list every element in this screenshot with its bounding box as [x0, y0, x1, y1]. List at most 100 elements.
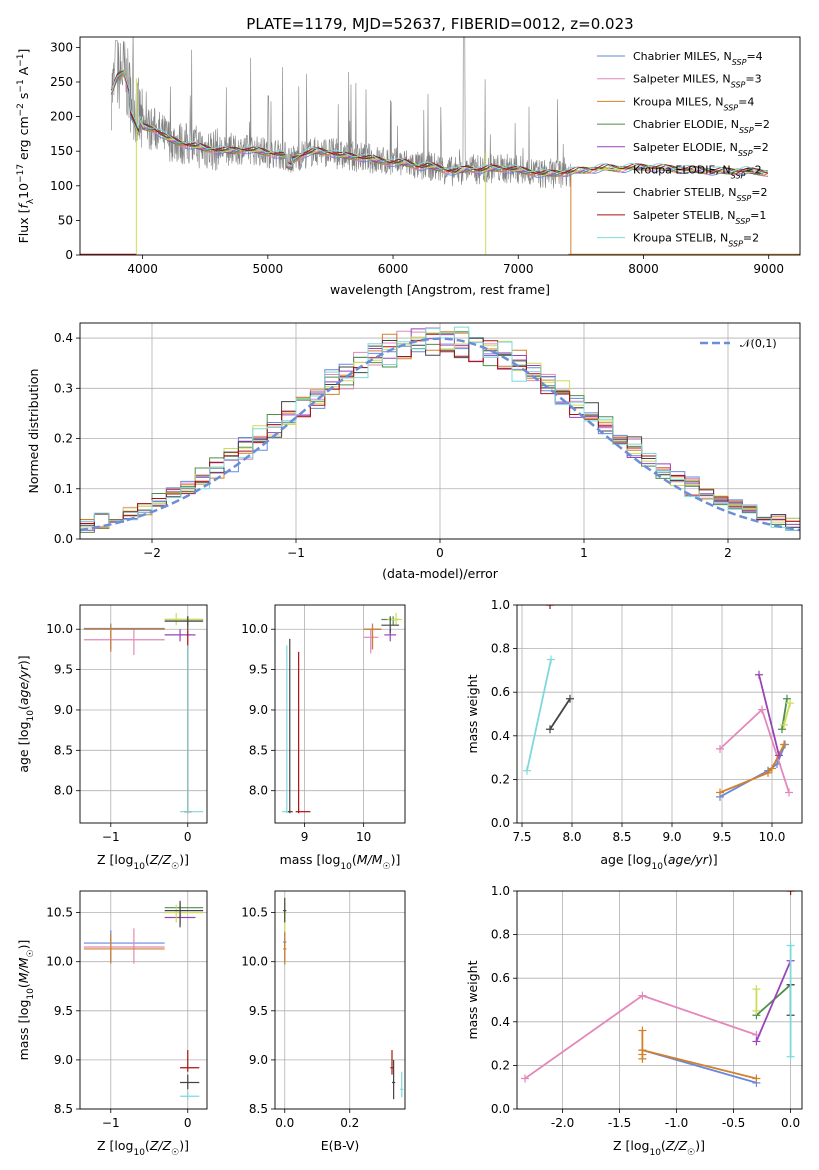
axes-frame: [79, 890, 208, 1110]
x-axis-label: age [log10(age/yr)]: [600, 852, 717, 872]
data-point: [283, 932, 287, 965]
x-axis-label: mass [log10(M/M☉)]: [280, 852, 401, 872]
data-point: [164, 904, 204, 923]
axes-frame: [79, 36, 801, 256]
x-tick-label: −1: [287, 546, 305, 560]
x-tick-label: 8000: [628, 262, 659, 276]
axes-frame: [516, 604, 803, 824]
weight-marker: [523, 766, 531, 775]
axes-frame: [79, 604, 208, 824]
y-tick-label: 8.5: [54, 743, 73, 757]
x-tick-label: 7.5: [512, 830, 531, 844]
weight-marker: [786, 891, 795, 895]
weight-marker: [716, 744, 724, 753]
y-tick-label: 0.2: [491, 1058, 510, 1072]
y-tick-label: 0.1: [54, 482, 73, 496]
data-point: [381, 616, 400, 634]
weight-line: [526, 659, 552, 771]
x-tick-label: 6000: [378, 262, 409, 276]
plot-area: [520, 891, 795, 1087]
weight-marker: [638, 991, 647, 1000]
model-spectrum: [110, 71, 768, 174]
y-tick-label: 0.4: [491, 1015, 510, 1029]
x-tick-label: 0.0: [275, 1116, 294, 1130]
y-tick-label: 100: [50, 179, 73, 193]
x-tick-label: 0: [184, 830, 192, 844]
legend: 𝒩(0,1): [700, 337, 777, 350]
axes-frame: [516, 890, 803, 1110]
legend-entry: 𝒩(0,1): [740, 337, 777, 350]
plot-area: [523, 605, 794, 801]
residual-histogram: [80, 333, 800, 524]
legend-entry: Kroupa STELIB, NSSP=2: [633, 232, 759, 249]
legend: Chabrier MILES, NSSP=4 Salpeter MILES, NS…: [597, 50, 770, 248]
data-point: [392, 1059, 396, 1100]
y-tick-label: 8.5: [249, 743, 268, 757]
y-tick-label: 0.3: [54, 381, 73, 395]
weight-line: [641, 1030, 757, 1080]
weight-marker: [786, 1052, 795, 1061]
axes-age_vs_Z: −1 0 8.0 8.5 9.0 9.5 10.0 Z [log10(Z/Z☉)] age [l…: [16, 604, 208, 872]
figure-title: PLATE=1179, MJD=52637, FIBERID=0012, z=0…: [246, 15, 633, 33]
x-axis-label: Z [log10(Z/Z☉)]: [613, 1138, 705, 1158]
y-tick-label: 0.6: [491, 971, 510, 985]
weight-marker: [520, 1074, 529, 1083]
weight-marker: [758, 705, 766, 714]
axes-frame: [79, 322, 801, 540]
x-tick-label: 1: [580, 546, 588, 560]
weight-marker: [785, 788, 793, 797]
y-tick-label: 9.0: [54, 1053, 73, 1067]
axes-mass_vs_Z: −1 0 8.5 9.0 9.5 10.0 10.5 Z [log10(Z/Z☉)] mass …: [16, 890, 208, 1158]
x-tick-label: 9: [301, 830, 309, 844]
x-tick-label: 10.0: [759, 830, 786, 844]
weight-line: [524, 994, 757, 1080]
data-point: [83, 623, 165, 650]
legend-entry: Salpeter ELODIE, NSSP=2: [633, 141, 769, 158]
y-tick-label: 0.8: [491, 642, 510, 656]
data-point: [164, 613, 204, 626]
y-tick-label: 0.8: [491, 928, 510, 942]
x-tick-label: -2.0: [551, 1116, 574, 1130]
weight-line: [783, 702, 791, 726]
plot-area: [282, 613, 403, 814]
y-tick-label: 250: [50, 75, 73, 89]
data-point: [363, 625, 382, 650]
legend-entry: Chabrier STELIB, NSSP=2: [633, 186, 767, 203]
y-tick-label: 0.2: [54, 432, 73, 446]
y-tick-label: 10.5: [241, 906, 268, 920]
x-tick-label: 2: [724, 546, 732, 560]
y-tick-label: 9.5: [54, 1004, 73, 1018]
data-point: [387, 613, 403, 626]
grid-lines: [275, 891, 405, 1110]
weight-marker: [638, 1026, 647, 1035]
weight-marker: [752, 985, 761, 994]
y-tick-label: 9.0: [249, 1053, 268, 1067]
model-spectrum: [110, 70, 769, 174]
y-tick-label: 10.0: [241, 955, 268, 969]
y-tick-label: 10.0: [241, 622, 268, 636]
data-point: [180, 1050, 200, 1072]
y-tick-label: 9.0: [54, 703, 73, 717]
x-tick-label: −1: [102, 830, 120, 844]
x-tick-label: −1: [102, 1116, 120, 1130]
y-tick-label: 9.5: [54, 663, 73, 677]
weight-marker: [783, 694, 791, 703]
weight-marker: [755, 670, 763, 679]
y-tick-label: 8.5: [249, 1102, 268, 1116]
weight-marker: [775, 751, 783, 760]
x-tick-label: 4000: [127, 262, 158, 276]
weight-line: [781, 698, 788, 730]
model-spectrum: [110, 71, 768, 177]
weight-marker: [764, 768, 772, 777]
y-axis-label: mass weight: [465, 674, 480, 753]
data-point: [363, 629, 379, 654]
axes-frame: [274, 890, 406, 1110]
weight-marker: [752, 1037, 761, 1046]
weight-marker: [546, 725, 554, 734]
x-tick-label: 7000: [503, 262, 534, 276]
legend-entry: Chabrier MILES, NSSP=4: [633, 50, 763, 67]
legend-entry: Kroupa ELODIE, NSSP=2: [633, 164, 762, 181]
x-tick-label: 8.5: [612, 830, 631, 844]
data-point: [83, 625, 165, 652]
